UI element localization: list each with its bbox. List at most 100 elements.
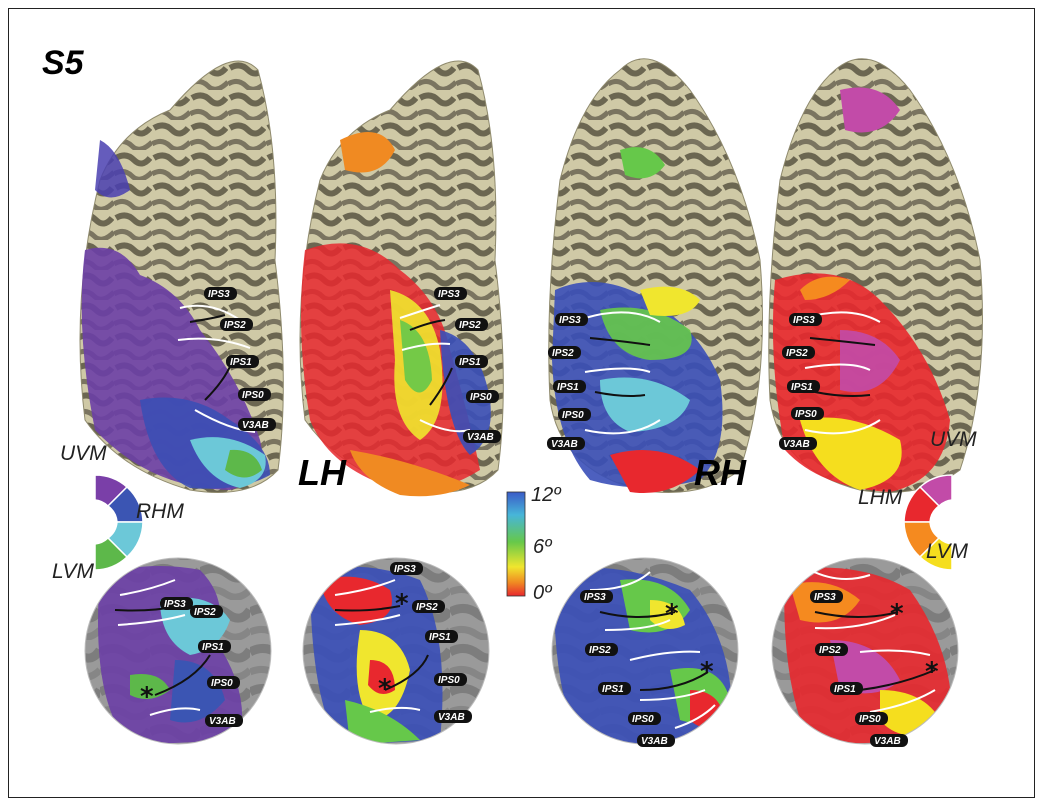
tag-b1-v3ab: V3AB [238,418,276,431]
tag-b3-ips3: IPS3 [555,313,588,326]
svg-text:IPS0: IPS0 [562,410,584,421]
svg-text:IPS1: IPS1 [602,684,624,695]
tag-b1-ips2: IPS2 [220,318,253,331]
tag-b3-ips2: IPS2 [548,346,581,359]
wedge-legend-left [94,474,144,571]
svg-text:*: * [890,599,904,629]
svg-text:*: * [665,599,679,629]
legend-left-middle: RHM [136,500,184,523]
svg-text:IPS3: IPS3 [793,315,815,326]
svg-text:IPS3: IPS3 [814,592,836,603]
tag-f4-ips2: IPS2 [815,643,848,656]
tag-b4-ips2: IPS2 [782,346,815,359]
tag-f1-ips3: IPS3 [160,597,193,610]
legend-left-upper: UVM [60,442,107,465]
wedge-legend-right [903,474,953,571]
tag-b2-ips1: IPS1 [455,355,488,368]
tag-f2-ips1: IPS1 [425,630,458,643]
svg-text:IPS3: IPS3 [164,599,186,610]
svg-text:V3AB: V3AB [874,736,901,747]
tag-b3-v3ab: V3AB [547,437,585,450]
svg-text:V3AB: V3AB [467,432,494,443]
brain-surface-lh-polar [79,60,284,493]
tag-b3-ips1: IPS1 [553,380,586,393]
svg-text:*: * [700,657,714,687]
tag-f2-v3ab: V3AB [434,710,472,723]
tag-b2-ips2: IPS2 [455,318,488,331]
svg-text:IPS1: IPS1 [202,642,224,653]
svg-text:IPS2: IPS2 [416,602,438,613]
hemisphere-label-right: RH [694,452,746,493]
svg-text:*: * [378,674,392,704]
legend-right-upper: UVM [930,428,977,451]
tag-f1-ips0: IPS0 [207,676,240,689]
svg-text:IPS1: IPS1 [429,632,451,643]
colorbar-mid-label: 6º [533,536,552,558]
svg-text:IPS0: IPS0 [211,678,233,689]
hemisphere-label-left: LH [298,452,346,493]
tag-b4-ips0: IPS0 [791,407,824,420]
tag-f2-ips0: IPS0 [434,673,467,686]
tag-b4-v3ab: V3AB [779,437,817,450]
svg-text:IPS0: IPS0 [470,392,492,403]
colorbar-min-label: 0º [533,582,552,604]
tag-b2-v3ab: V3AB [463,430,501,443]
tag-f2-ips2: IPS2 [412,600,445,613]
svg-text:IPS2: IPS2 [589,645,611,656]
tag-f3-v3ab: V3AB [637,734,675,747]
brain-surface-rh-polar [768,58,983,493]
svg-text:*: * [140,682,154,712]
svg-text:IPS0: IPS0 [795,409,817,420]
eccentricity-colorbar [506,491,526,597]
tag-f4-v3ab: V3AB [870,734,908,747]
svg-text:IPS2: IPS2 [224,320,246,331]
svg-text:IPS3: IPS3 [438,289,460,300]
svg-text:*: * [925,657,939,687]
svg-text:IPS2: IPS2 [459,320,481,331]
svg-text:V3AB: V3AB [438,712,465,723]
svg-text:IPS1: IPS1 [791,382,813,393]
tag-f1-ips2: IPS2 [190,605,223,618]
legend-left-lower: LVM [52,560,95,583]
tag-b4-ips1: IPS1 [787,380,820,393]
tag-f3-ips1: IPS1 [598,682,631,695]
subject-label: S5 [42,44,84,82]
svg-text:IPS1: IPS1 [557,382,579,393]
legend-right-middle: LHM [858,486,903,509]
brain-surface-rh-eccentricity [548,58,763,494]
svg-text:V3AB: V3AB [641,736,668,747]
tag-f4-ips1: IPS1 [830,682,863,695]
svg-text:IPS0: IPS0 [242,390,264,401]
tag-f2-ips3: IPS3 [390,562,423,575]
svg-text:IPS3: IPS3 [559,315,581,326]
svg-text:V3AB: V3AB [551,439,578,450]
svg-text:IPS1: IPS1 [834,684,856,695]
svg-text:IPS1: IPS1 [230,357,252,368]
svg-text:*: * [395,589,409,619]
tag-b3-ips0: IPS0 [558,408,591,421]
tag-b1-ips3: IPS3 [204,287,237,300]
tag-b4-ips3: IPS3 [789,313,822,326]
tag-f1-ips1: IPS1 [198,640,231,653]
svg-text:IPS2: IPS2 [786,348,808,359]
tag-f4-ips3: IPS3 [810,590,843,603]
svg-text:V3AB: V3AB [209,716,236,727]
svg-text:IPS2: IPS2 [819,645,841,656]
tag-f3-ips2: IPS2 [585,643,618,656]
brain-surface-lh-eccentricity [299,60,504,497]
svg-text:V3AB: V3AB [783,439,810,450]
svg-text:IPS3: IPS3 [208,289,230,300]
tag-f4-ips0: IPS0 [855,712,888,725]
tag-f1-v3ab: V3AB [205,714,243,727]
flatmap-boundaries [114,569,936,729]
svg-text:IPS2: IPS2 [194,607,216,618]
tag-f3-ips3: IPS3 [580,590,613,603]
svg-text:IPS1: IPS1 [459,357,481,368]
svg-text:IPS0: IPS0 [632,714,654,725]
legend-right-lower: LVM [926,540,969,563]
svg-text:IPS0: IPS0 [438,675,460,686]
svg-text:IPS3: IPS3 [394,564,416,575]
tag-b1-ips1: IPS1 [226,355,259,368]
tag-b1-ips0: IPS0 [238,388,271,401]
